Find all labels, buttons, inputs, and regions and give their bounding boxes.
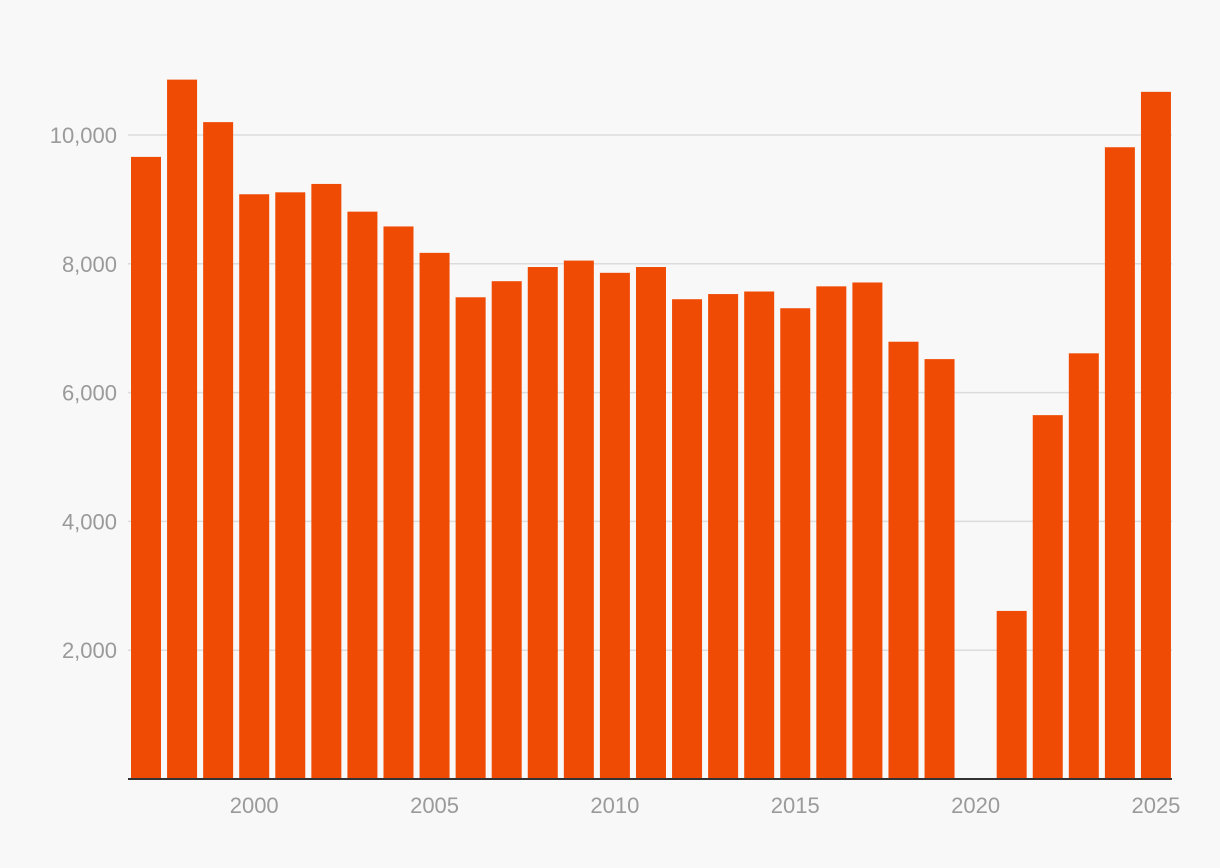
bar-2003 bbox=[347, 211, 378, 779]
bar-2012 bbox=[672, 299, 703, 779]
y-axis-tick-labels: 2,000 4,000 6,000 8,000 10,000 bbox=[50, 123, 117, 663]
bar-1997 bbox=[131, 156, 161, 779]
bar-2010 bbox=[599, 272, 630, 779]
y-tick-label: 4,000 bbox=[62, 509, 117, 534]
bar-2013 bbox=[708, 294, 739, 779]
bar-2023 bbox=[1068, 353, 1099, 779]
bar-2025 bbox=[1140, 91, 1171, 780]
bar-2011 bbox=[635, 267, 666, 779]
x-tick-label: 2005 bbox=[410, 793, 459, 818]
x-axis-tick-labels: 2000 2005 2010 2015 2020 2025 bbox=[230, 793, 1181, 818]
bar-2008 bbox=[527, 267, 558, 779]
y-tick-label: 10,000 bbox=[50, 123, 117, 148]
x-tick-label: 2025 bbox=[1131, 793, 1180, 818]
x-tick-label: 2010 bbox=[590, 793, 639, 818]
x-tick-label: 2015 bbox=[771, 793, 820, 818]
bar-2015 bbox=[780, 308, 811, 779]
bar-2000 bbox=[239, 194, 270, 779]
bar-2006 bbox=[455, 297, 486, 779]
y-tick-label: 2,000 bbox=[62, 638, 117, 663]
bar-2007 bbox=[491, 281, 522, 779]
bar-2021 bbox=[996, 610, 1027, 779]
bar-2018 bbox=[888, 341, 919, 779]
x-tick-label: 2020 bbox=[951, 793, 1000, 818]
y-tick-label: 6,000 bbox=[62, 381, 117, 406]
bar-2001 bbox=[275, 192, 306, 779]
bar-2014 bbox=[744, 291, 775, 779]
bar-1999 bbox=[203, 122, 234, 780]
bar-1998 bbox=[167, 79, 198, 780]
bar-2024 bbox=[1104, 147, 1135, 780]
bar-2016 bbox=[816, 286, 847, 779]
bars bbox=[131, 79, 1171, 780]
bar-2022 bbox=[1032, 415, 1063, 779]
bar-2004 bbox=[383, 226, 414, 779]
bar-2009 bbox=[563, 260, 594, 780]
bar-2019 bbox=[924, 359, 955, 779]
y-tick-label: 8,000 bbox=[62, 252, 117, 277]
bar-2002 bbox=[311, 183, 342, 779]
bar-2005 bbox=[419, 252, 450, 780]
bar-2017 bbox=[852, 282, 883, 779]
x-tick-label: 2000 bbox=[230, 793, 279, 818]
